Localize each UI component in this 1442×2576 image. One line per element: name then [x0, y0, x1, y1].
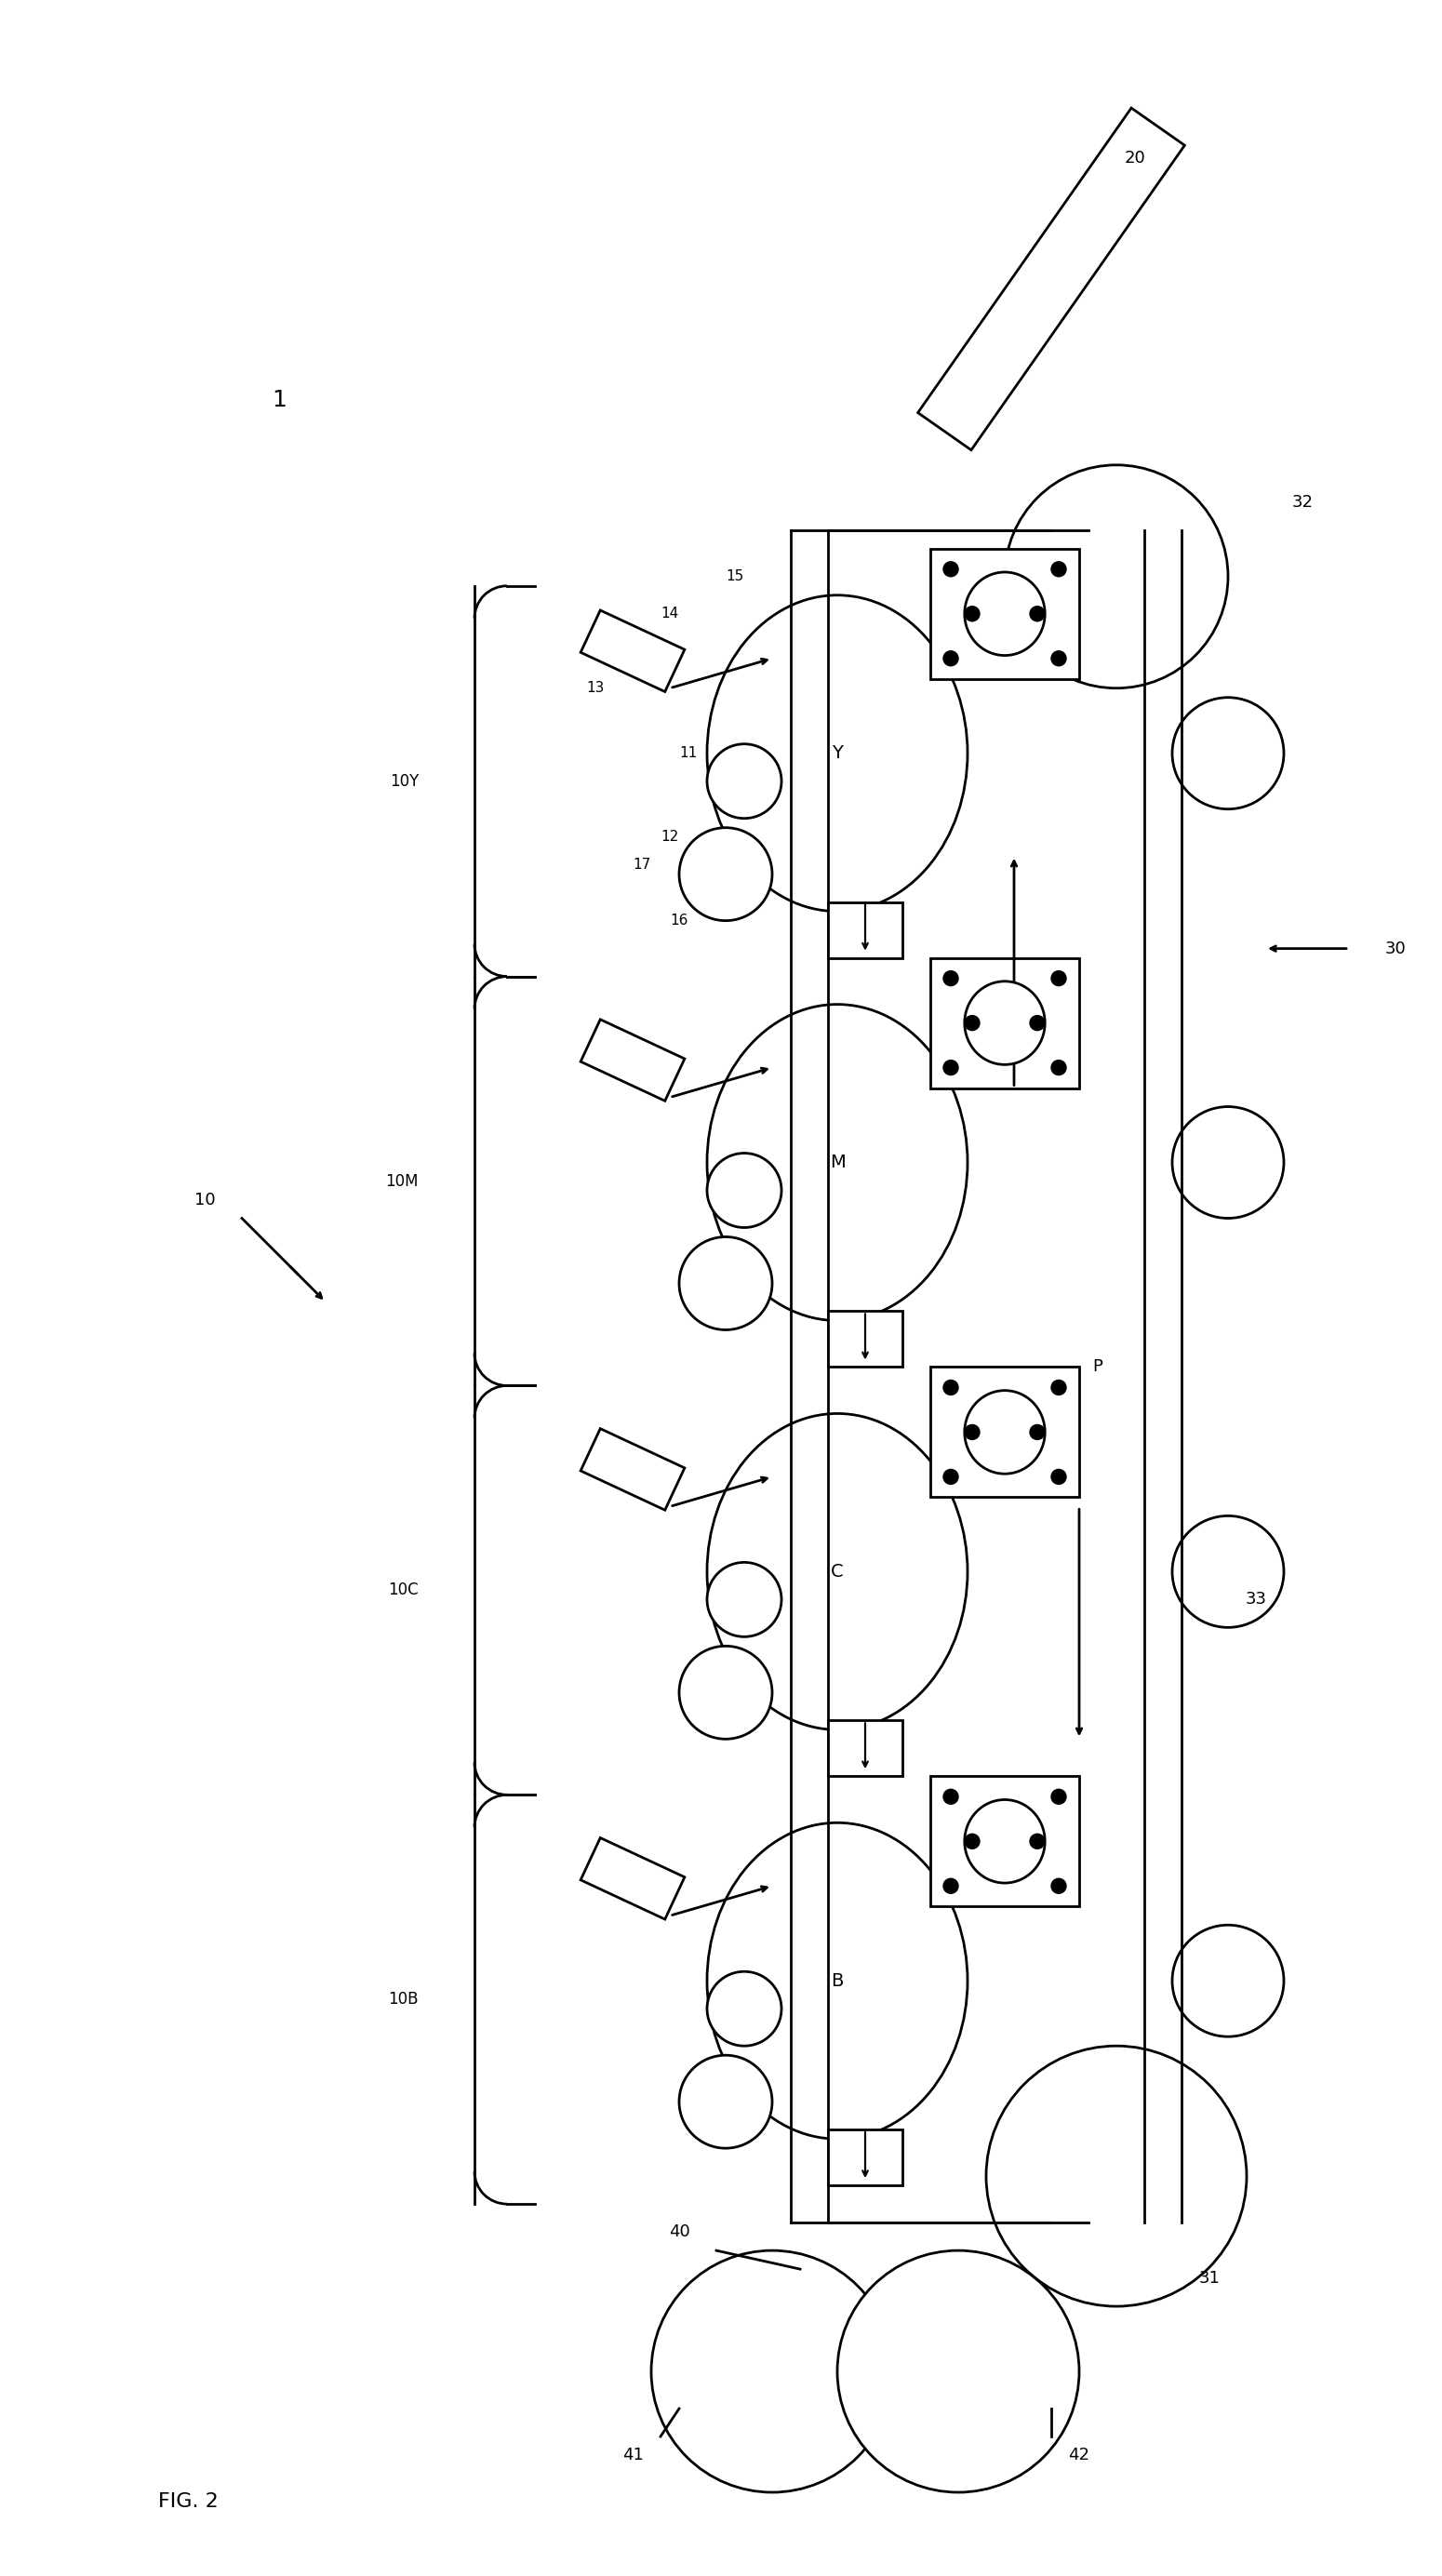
Bar	[828, 1721, 903, 1777]
Ellipse shape	[707, 1005, 968, 1321]
Circle shape	[1030, 1834, 1045, 1850]
Text: M: M	[829, 1154, 845, 1172]
Text: 14: 14	[660, 608, 679, 621]
Circle shape	[707, 744, 782, 819]
Text: 30: 30	[1384, 940, 1406, 956]
Bar	[828, 1311, 903, 1368]
Circle shape	[652, 2251, 893, 2494]
Text: 31: 31	[1198, 2269, 1220, 2287]
Circle shape	[943, 562, 959, 577]
Text: C: C	[831, 1564, 844, 1582]
Circle shape	[1005, 466, 1229, 688]
Ellipse shape	[965, 1391, 1045, 1473]
Text: 32: 32	[1292, 495, 1314, 510]
Text: FIG. 2: FIG. 2	[159, 2494, 218, 2512]
Circle shape	[679, 827, 771, 920]
Ellipse shape	[965, 572, 1045, 654]
Circle shape	[965, 1834, 979, 1850]
Text: 33: 33	[1246, 1592, 1266, 1607]
Circle shape	[1030, 605, 1045, 621]
Text: P: P	[1093, 1358, 1103, 1376]
Bar	[828, 2130, 903, 2184]
Bar	[581, 1020, 685, 1100]
Circle shape	[1172, 698, 1283, 809]
Circle shape	[1172, 1515, 1283, 1628]
Bar	[828, 902, 903, 958]
Circle shape	[1172, 1108, 1283, 1218]
Text: B: B	[831, 1973, 844, 1989]
Text: 40: 40	[669, 2223, 689, 2241]
Bar	[581, 611, 685, 693]
Circle shape	[1030, 1425, 1045, 1440]
Circle shape	[1030, 1015, 1045, 1030]
Circle shape	[965, 605, 979, 621]
Ellipse shape	[965, 1801, 1045, 1883]
Circle shape	[1051, 1878, 1066, 1893]
Bar	[930, 1777, 1079, 1906]
Circle shape	[1051, 1790, 1066, 1803]
Circle shape	[943, 1061, 959, 1074]
Circle shape	[1051, 1061, 1066, 1074]
Circle shape	[1051, 562, 1066, 577]
Ellipse shape	[707, 1414, 968, 1728]
Text: 20: 20	[1125, 149, 1145, 167]
Text: 13: 13	[587, 680, 604, 696]
Circle shape	[965, 1425, 979, 1440]
Bar	[919, 108, 1185, 451]
Circle shape	[707, 1971, 782, 2045]
Circle shape	[679, 1236, 771, 1329]
Text: 17: 17	[633, 858, 650, 871]
Text: 1: 1	[271, 389, 287, 412]
Text: 10M: 10M	[385, 1172, 418, 1190]
Circle shape	[679, 1646, 771, 1739]
Text: 10B: 10B	[388, 1991, 418, 2007]
Circle shape	[965, 1015, 979, 1030]
Text: 10Y: 10Y	[389, 773, 418, 788]
Text: 42: 42	[1069, 2447, 1090, 2463]
Circle shape	[707, 1561, 782, 1636]
Circle shape	[679, 2056, 771, 2148]
Text: 10: 10	[195, 1190, 215, 1208]
Text: 11: 11	[679, 747, 698, 760]
Circle shape	[943, 1878, 959, 1893]
Ellipse shape	[707, 595, 968, 912]
Text: 41: 41	[622, 2447, 643, 2463]
Text: 16: 16	[671, 914, 688, 927]
Circle shape	[943, 971, 959, 987]
Circle shape	[1051, 1468, 1066, 1484]
Circle shape	[1051, 971, 1066, 987]
Circle shape	[1051, 652, 1066, 665]
Circle shape	[986, 2045, 1247, 2306]
Circle shape	[943, 1468, 959, 1484]
Circle shape	[943, 1790, 959, 1803]
Text: 15: 15	[725, 569, 744, 585]
Circle shape	[943, 652, 959, 665]
Bar	[930, 958, 1079, 1087]
Text: 10C: 10C	[388, 1582, 418, 1600]
Bar	[930, 1368, 1079, 1497]
Circle shape	[1051, 1381, 1066, 1396]
Text: Y: Y	[832, 744, 842, 762]
Ellipse shape	[965, 981, 1045, 1064]
Circle shape	[838, 2251, 1079, 2494]
Bar	[581, 1837, 685, 1919]
Ellipse shape	[707, 1824, 968, 2138]
Text: 12: 12	[660, 829, 679, 845]
Bar	[930, 549, 1079, 680]
Circle shape	[943, 1381, 959, 1396]
Bar	[581, 1430, 685, 1510]
Circle shape	[707, 1154, 782, 1229]
Circle shape	[1172, 1924, 1283, 2038]
